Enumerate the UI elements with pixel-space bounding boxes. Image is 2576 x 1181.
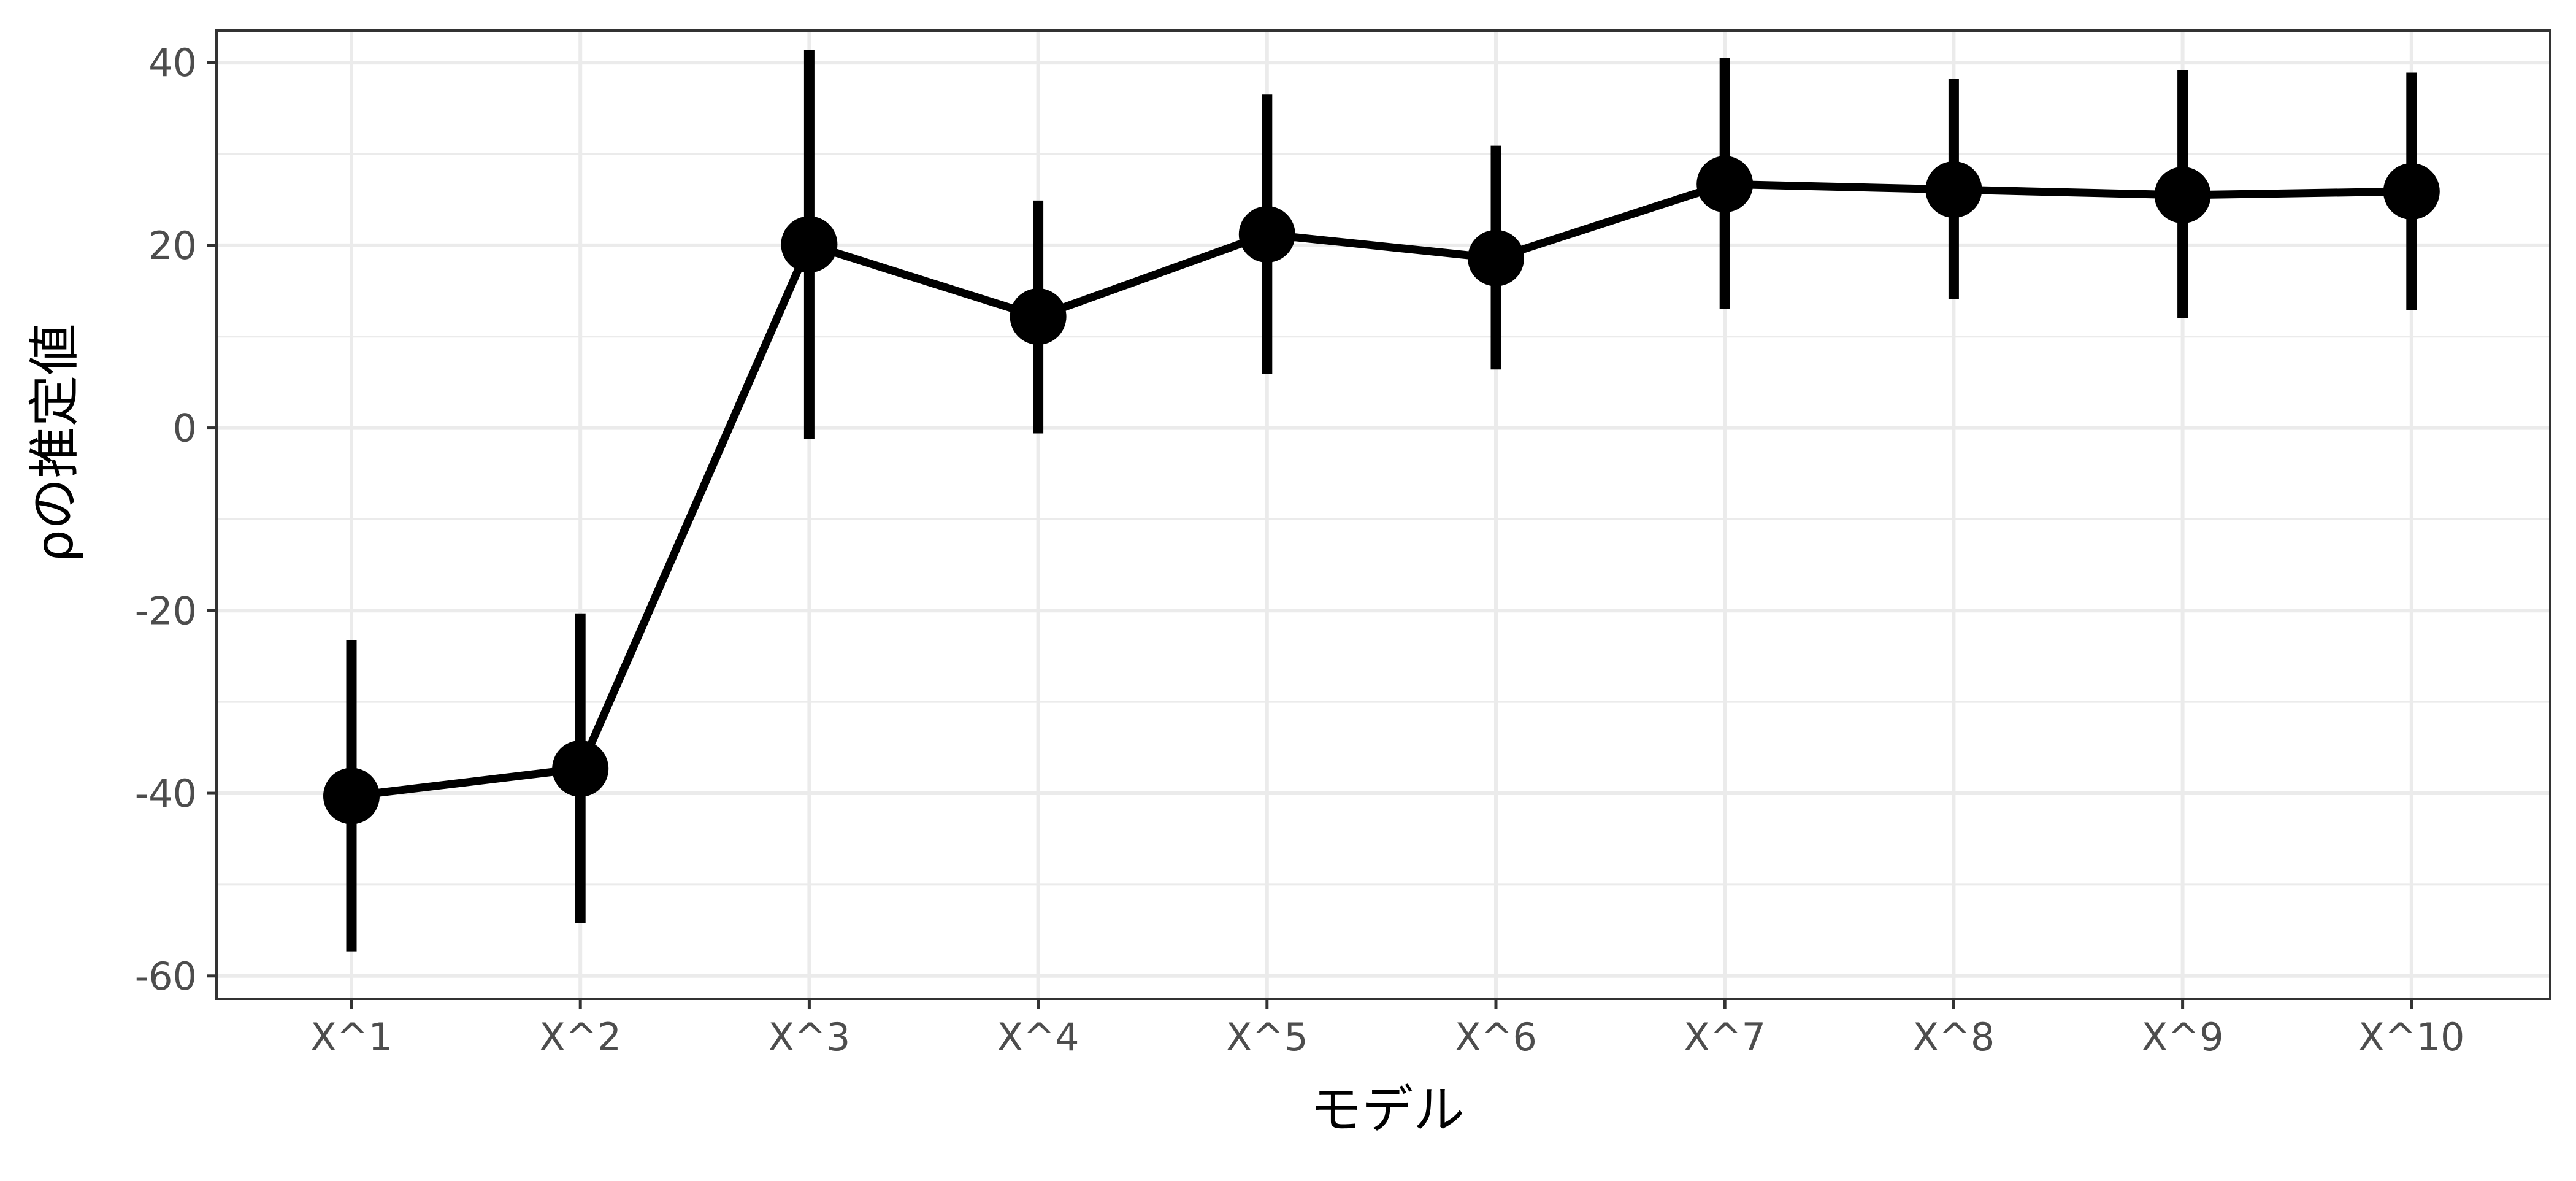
y-axis-title: ρの推定値	[25, 323, 85, 562]
y-tick-label: -60	[135, 954, 197, 999]
x-tick-label: X^10	[2358, 1015, 2464, 1060]
data-point	[2383, 163, 2440, 220]
x-tick-label: X^8	[1912, 1015, 1995, 1060]
data-point	[1238, 206, 1295, 263]
data-point	[1925, 161, 1982, 218]
x-tick-label: X^7	[1684, 1015, 1766, 1060]
x-tick-label: X^3	[768, 1015, 850, 1060]
data-point	[1696, 156, 1754, 213]
data-point	[781, 216, 838, 273]
x-tick-label: X^5	[1226, 1015, 1308, 1060]
data-point	[2154, 166, 2211, 223]
y-tick-label: -40	[135, 771, 197, 816]
x-tick-label: X^2	[539, 1015, 621, 1060]
data-point	[1010, 288, 1067, 345]
point-layer	[323, 156, 2440, 825]
x-axis-title: モデル	[1310, 1080, 1465, 1140]
x-tick-label: X^1	[310, 1015, 393, 1060]
x-tick-label: X^6	[1455, 1015, 1537, 1060]
panel-border	[215, 29, 2551, 1000]
x-tick-label: X^4	[997, 1015, 1079, 1060]
data-point	[1468, 229, 1524, 287]
data-point	[552, 740, 609, 797]
line-layer	[347, 180, 2416, 801]
series-line	[347, 180, 2416, 801]
y-tick-label: 40	[148, 40, 197, 85]
grid-layer	[217, 31, 2550, 999]
y-tick-label: 20	[148, 223, 197, 268]
y-tick-label: 0	[173, 406, 197, 451]
y-axis-ticks: 40 20 0 -20 -40 -60	[135, 40, 217, 999]
x-axis-ticks: X^1 X^2 X^3 X^4 X^5 X^6 X^7 X^8 X^9 X^10	[310, 999, 2464, 1060]
y-tick-label: -20	[135, 588, 197, 633]
x-tick-label: X^9	[2142, 1015, 2224, 1060]
data-point	[323, 767, 380, 825]
